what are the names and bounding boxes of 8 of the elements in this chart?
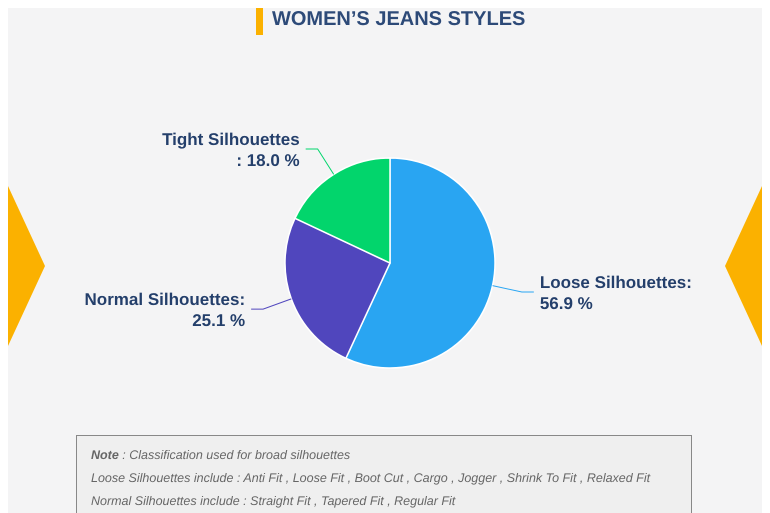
data-label: : 18.0 % [236,151,300,170]
chart-title: WOMEN’S JEANS STYLES [272,8,526,31]
slice-label: Tight Silhouettes [162,130,300,150]
text: Loose Silhouettes include : Anti Fit , Loose Fit , Boot Cut , Cargo , Jogger , Shrink To Fit , Relaxed Fit [91,470,652,487]
slice-label: Normal Silhouettes [84,290,240,310]
text: Note : Classification used for broad silhouettes [91,447,352,464]
text: Normal Silhouettes include : Straight Fit , Tapered Fit , Regular Fit [91,493,457,510]
slice-label: Loose Silhouettes [540,273,686,292]
